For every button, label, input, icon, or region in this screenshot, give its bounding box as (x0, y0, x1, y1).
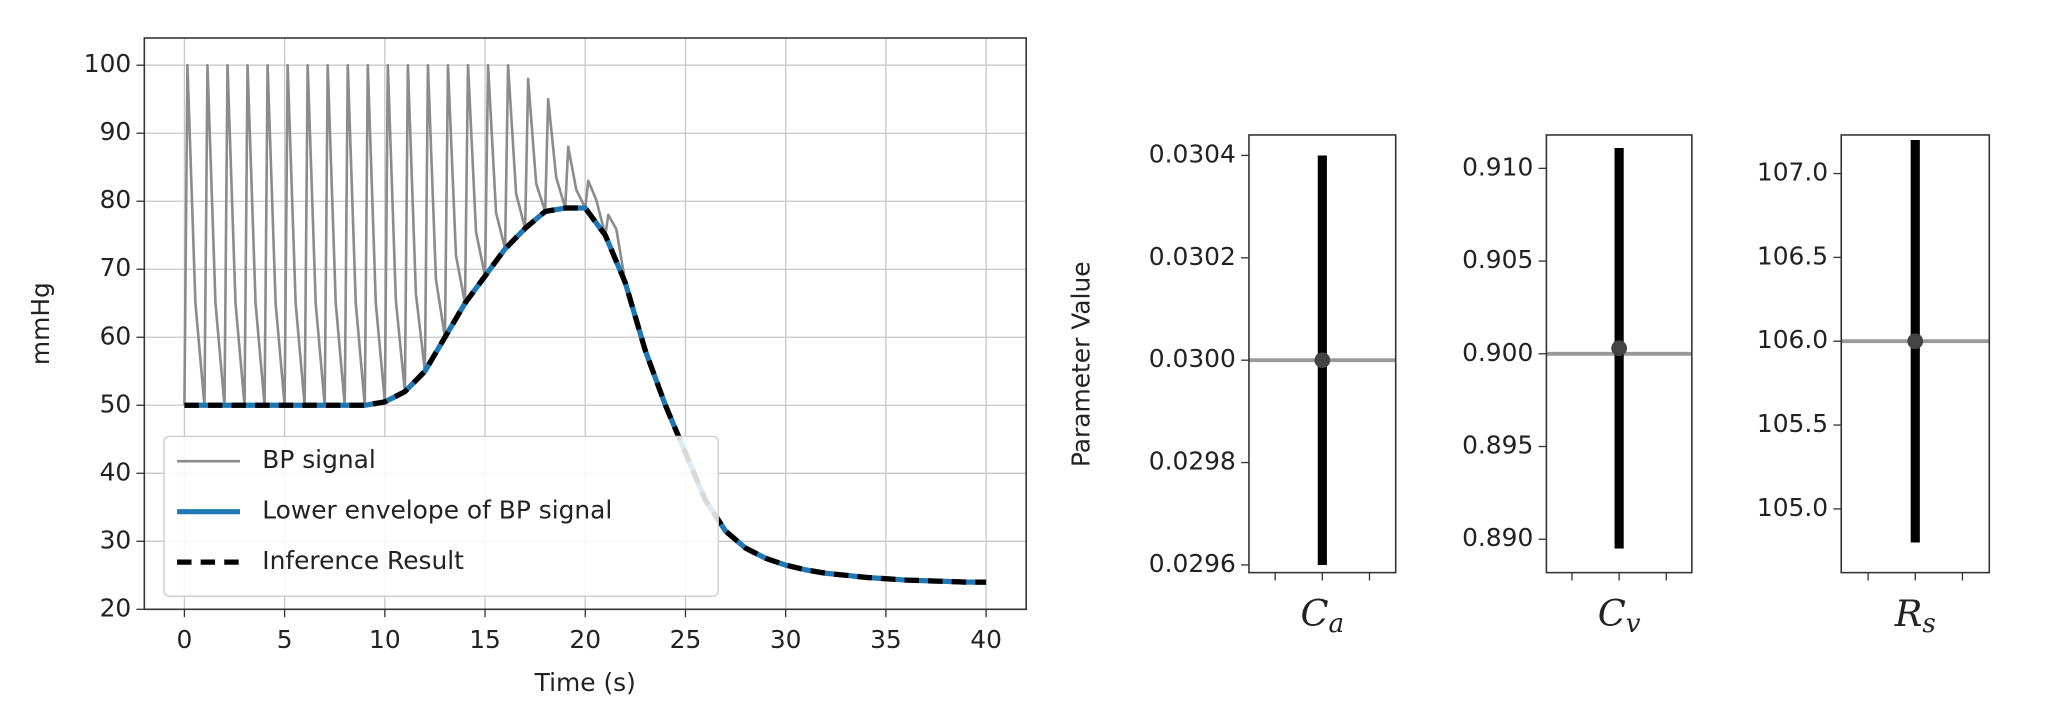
y-tick-label: 90 (100, 117, 132, 146)
x-axis-label: Ca (1300, 591, 1344, 639)
y-tick-label: 0.890 (1462, 523, 1533, 552)
y-tick-label: 50 (100, 389, 132, 418)
y-tick-label: 0.0302 (1149, 242, 1236, 271)
axes-frame (1545, 134, 1693, 574)
legend-label: BP signal (262, 445, 376, 474)
y-tick-label: 80 (100, 185, 132, 214)
x-tick-label: 40 (970, 625, 1002, 654)
y-tick-label: 106.0 (1757, 325, 1828, 354)
axes-frame (1840, 134, 1991, 574)
y-tick-label: 0.900 (1462, 338, 1533, 367)
x-label-subscript: s (1922, 609, 1935, 639)
y-axis-label: Parameter Value (1067, 261, 1096, 467)
y-tick-label: 70 (100, 253, 132, 282)
y-tick-label: 100 (84, 49, 131, 78)
legend-box (163, 435, 719, 597)
x-tick-label: 5 (277, 625, 293, 654)
x-tick-label: 0 (176, 625, 192, 654)
y-tick-label: 105.5 (1757, 409, 1828, 438)
mean-marker (1314, 352, 1331, 369)
y-tick-label: 40 (100, 457, 132, 486)
y-tick-label: 0.0304 (1149, 139, 1236, 168)
x-tick-label: 25 (670, 625, 702, 654)
x-label-symbol: R (1894, 591, 1923, 634)
y-tick-label: 105.0 (1757, 493, 1828, 522)
y-tick-label: 107.0 (1757, 158, 1828, 187)
y-tick-label: 30 (100, 525, 132, 554)
mean-marker (1611, 340, 1627, 357)
x-tick-label: 10 (369, 625, 401, 654)
x-tick-label: 15 (469, 625, 501, 654)
y-tick-label: 106.5 (1757, 241, 1828, 270)
y-tick-label: 20 (100, 593, 132, 622)
legend-label: Inference Result (262, 546, 464, 575)
x-label-subscript: a (1329, 609, 1345, 639)
x-tick-label: 20 (569, 625, 601, 654)
x-label-symbol: C (1598, 591, 1626, 634)
y-tick-label: 0.0298 (1149, 447, 1236, 476)
y-tick-label: 0.910 (1462, 152, 1533, 181)
x-axis-label: Rs (1894, 591, 1936, 639)
y-tick-label: 0.905 (1462, 245, 1533, 274)
axes-frame (143, 37, 1027, 611)
axes-frame (1248, 134, 1397, 574)
y-tick-label: 0.0296 (1149, 549, 1236, 578)
y-tick-label: 0.0300 (1149, 344, 1236, 373)
y-tick-label: 60 (100, 321, 132, 350)
x-tick-label: 30 (770, 625, 802, 654)
x-label-subscript: v (1626, 609, 1641, 639)
y-axis-label: mmHg (26, 282, 55, 365)
legend-label: Lower envelope of BP signal (262, 496, 612, 525)
x-axis-label: Cv (1598, 591, 1641, 639)
x-tick-label: 35 (870, 625, 902, 654)
y-tick-label: 0.895 (1462, 431, 1533, 460)
x-label-symbol: C (1300, 591, 1328, 634)
mean-marker (1907, 333, 1924, 350)
series-line (184, 205, 987, 585)
x-axis-label: Time (s) (534, 668, 636, 697)
